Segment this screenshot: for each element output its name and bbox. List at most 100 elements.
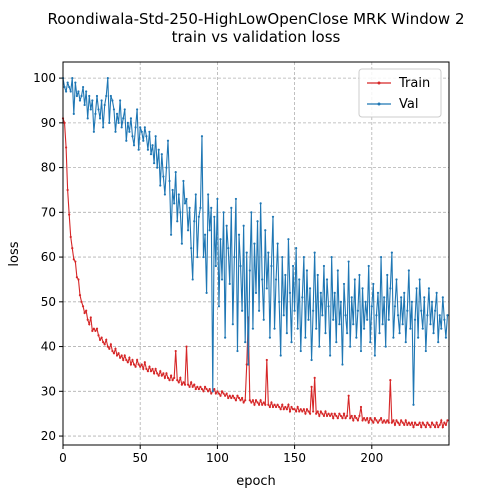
- point: [154, 367, 157, 371]
- point: [222, 392, 225, 395]
- point: [349, 417, 352, 420]
- point: [171, 188, 174, 192]
- point: [338, 323, 341, 326]
- point: [180, 242, 183, 245]
- point: [115, 112, 119, 116]
- point: [186, 383, 190, 386]
- point: [230, 206, 233, 209]
- point: [261, 278, 264, 281]
- point: [102, 126, 105, 129]
- point: [434, 426, 437, 429]
- point: [75, 276, 78, 279]
- point: [75, 94, 78, 98]
- point: [66, 188, 69, 192]
- point: [418, 278, 421, 281]
- point: [98, 117, 102, 120]
- point: [132, 363, 136, 366]
- point: [208, 387, 211, 391]
- point: [364, 419, 367, 422]
- point: [302, 408, 305, 411]
- point: [86, 117, 89, 120]
- point: [85, 309, 88, 312]
- point: [381, 323, 384, 326]
- point: [165, 166, 168, 169]
- point: [177, 193, 180, 196]
- point: [81, 305, 85, 308]
- point: [71, 77, 74, 80]
- point: [370, 419, 373, 422]
- point: [200, 387, 204, 391]
- y-tick-label: 80: [41, 161, 56, 175]
- point: [315, 327, 318, 330]
- point: [81, 85, 85, 89]
- point: [329, 414, 332, 418]
- point: [128, 356, 131, 359]
- point: [224, 336, 227, 339]
- point: [227, 396, 230, 400]
- point: [390, 421, 393, 424]
- point: [270, 401, 273, 404]
- point: [295, 247, 298, 250]
- point: [284, 405, 287, 409]
- point: [403, 291, 406, 294]
- point: [393, 305, 397, 308]
- point: [327, 412, 330, 415]
- point: [358, 414, 361, 418]
- point: [342, 412, 346, 415]
- point: [98, 338, 102, 341]
- point: [253, 403, 256, 406]
- point: [440, 327, 443, 330]
- point: [88, 94, 91, 98]
- point: [379, 255, 383, 259]
- point: [140, 363, 143, 366]
- chart-subtitle: train vs validation loss: [172, 28, 341, 46]
- point: [307, 410, 310, 413]
- point: [227, 247, 230, 250]
- point: [369, 417, 372, 420]
- point: [315, 412, 318, 415]
- point: [210, 392, 213, 395]
- point: [281, 403, 284, 406]
- point: [156, 166, 159, 169]
- point: [393, 423, 397, 426]
- point: [247, 363, 250, 366]
- point: [437, 426, 440, 429]
- point: [344, 417, 347, 420]
- point: [291, 408, 295, 411]
- point: [369, 340, 372, 344]
- point: [233, 255, 236, 259]
- point: [259, 202, 262, 205]
- point: [333, 412, 336, 415]
- point: [318, 345, 321, 348]
- point: [418, 421, 421, 424]
- point: [125, 139, 128, 142]
- point: [159, 370, 162, 373]
- point: [341, 417, 344, 420]
- point: [383, 296, 386, 299]
- point: [177, 381, 180, 384]
- point: [136, 358, 139, 362]
- legend-marker: [377, 102, 381, 106]
- point: [163, 193, 167, 196]
- y-tick-label: 70: [41, 205, 56, 219]
- point: [345, 414, 349, 418]
- point: [120, 126, 123, 129]
- point: [307, 318, 310, 321]
- point: [400, 296, 403, 299]
- point: [367, 264, 370, 268]
- point: [179, 376, 182, 379]
- point: [420, 426, 423, 429]
- point: [134, 126, 137, 129]
- point: [131, 358, 134, 362]
- point: [162, 372, 165, 375]
- point: [148, 130, 151, 133]
- point: [202, 255, 205, 259]
- point: [196, 255, 199, 259]
- point: [109, 94, 112, 98]
- point: [173, 376, 176, 379]
- point: [427, 423, 431, 426]
- point: [429, 426, 432, 429]
- point: [176, 379, 179, 382]
- point: [125, 358, 128, 362]
- point: [203, 233, 207, 236]
